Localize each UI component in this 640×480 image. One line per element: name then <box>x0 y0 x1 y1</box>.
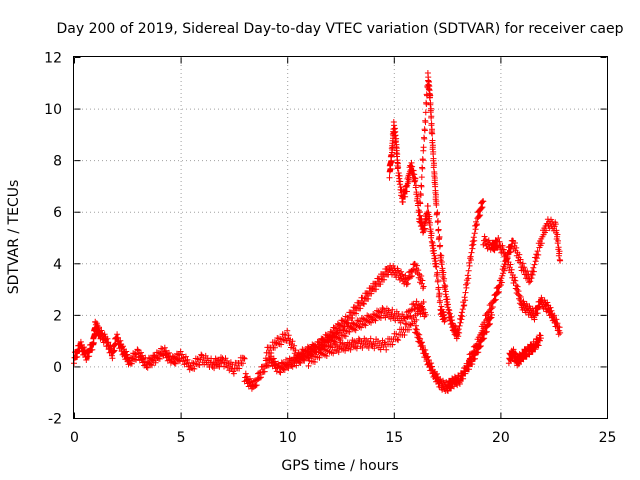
axis-ticks: 0 5 10 15 20 25 -2 0 2 4 6 8 10 12 <box>44 51 616 447</box>
data-markers <box>386 119 448 325</box>
y-tick-label: 6 <box>53 205 62 221</box>
y-tick-label: 0 <box>53 360 62 376</box>
y-tick-label: 10 <box>44 102 62 118</box>
series-pass-h <box>465 216 564 369</box>
data-markers <box>305 299 427 369</box>
x-tick-label: 0 <box>70 430 79 446</box>
data-markers <box>241 260 427 392</box>
y-tick-label: 12 <box>44 51 62 67</box>
x-tick-label: 10 <box>279 430 297 446</box>
data-markers <box>71 318 248 377</box>
data-series <box>71 70 564 394</box>
chart-title: Day 200 of 2019, Sidereal Day-to-day VTE… <box>57 21 624 37</box>
plot-frame <box>73 56 608 419</box>
y-tick-label: 8 <box>53 154 62 170</box>
series-pass-d <box>305 299 427 369</box>
x-tick-label: 5 <box>177 430 186 446</box>
series-pass-f <box>416 70 487 342</box>
series-pass-b <box>241 260 427 392</box>
series-pass-j <box>505 332 544 369</box>
series-pass-a <box>71 318 248 377</box>
series-pass-i <box>480 233 564 338</box>
data-markers <box>480 233 564 338</box>
data-markers <box>416 70 487 342</box>
y-axis-title: SDTVAR / TECUs <box>6 180 22 295</box>
x-tick-label: 25 <box>599 430 617 446</box>
data-markers <box>465 216 564 369</box>
grid <box>74 57 607 418</box>
data-markers <box>505 332 544 369</box>
x-axis-title: GPS time / hours <box>281 458 398 474</box>
x-tick-label: 20 <box>492 430 510 446</box>
y-tick-label: -2 <box>48 412 62 428</box>
y-tick-label: 4 <box>53 257 62 273</box>
y-tick-label: 2 <box>53 308 62 324</box>
series-pass-e <box>386 119 448 325</box>
x-tick-label: 15 <box>385 430 403 446</box>
